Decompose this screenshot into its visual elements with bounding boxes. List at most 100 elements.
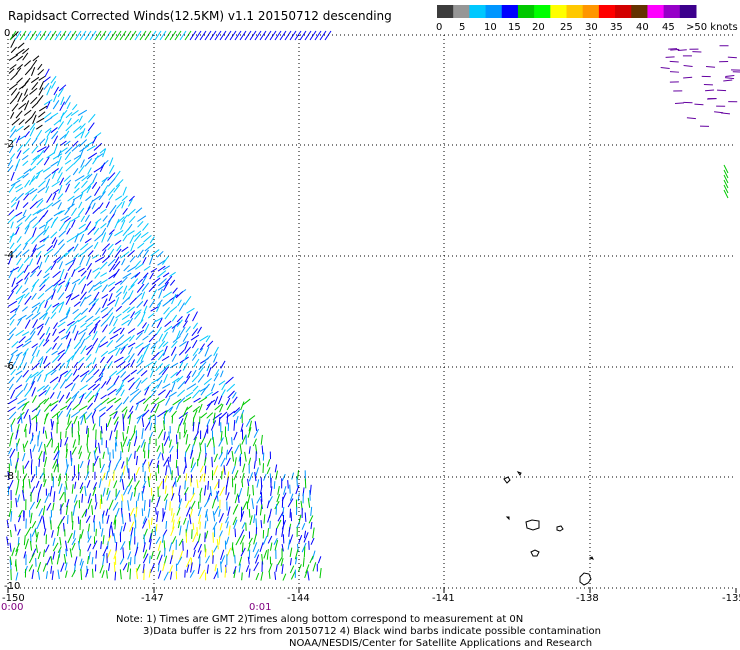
wind-barb: [16, 343, 24, 349]
wind-barb: [669, 60, 679, 63]
wind-barb: [114, 248, 122, 258]
wind-barb: [42, 312, 48, 321]
wind-barb: [77, 362, 84, 371]
wind-barb: [114, 436, 118, 447]
wind-barb: [56, 554, 60, 565]
wind-barb: [129, 568, 132, 580]
wind-barb: [67, 203, 75, 210]
wind-barb: [183, 517, 187, 525]
wind-barb: [248, 415, 256, 421]
wind-barb: [71, 484, 74, 494]
wind-barb: [105, 471, 109, 480]
wind-barb: [65, 183, 70, 193]
wind-barb: [203, 457, 207, 466]
wind-barb: [247, 478, 250, 487]
wind-barb: [66, 392, 71, 399]
wind-barb: [267, 528, 270, 537]
wind-barb: [108, 326, 116, 335]
wind-barb: [135, 568, 138, 579]
wind-barb: [144, 386, 150, 396]
wind-barb: [8, 447, 13, 455]
wind-barb: [9, 313, 17, 321]
wind-barb: [289, 547, 293, 557]
wind-barb: [36, 255, 42, 265]
wind-barb: [71, 394, 78, 403]
wind-barb: [8, 83, 18, 91]
wind-barb: [99, 335, 106, 343]
wind-barb: [39, 138, 46, 145]
wind-barb: [199, 521, 201, 530]
wind-barb: [121, 314, 130, 320]
wind-barb: [122, 563, 128, 571]
wind-barb: [65, 443, 68, 452]
wind-barb: [18, 509, 23, 518]
wind-barb: [277, 556, 283, 566]
wind-barb: [158, 288, 163, 299]
wind-barb: [9, 153, 16, 160]
wind-barb: [87, 250, 94, 257]
wind-barb: [39, 284, 46, 292]
wind-barb: [260, 520, 263, 529]
wind-barb: [22, 47, 30, 55]
wind-barb: [114, 280, 123, 286]
legend-swatch: [598, 5, 616, 18]
wind-barb: [184, 346, 192, 354]
wind-barb: [225, 376, 234, 385]
wind-barb: [225, 492, 230, 501]
wind-barb: [148, 461, 151, 473]
wind-barb: [73, 312, 82, 320]
wind-barb: [148, 333, 157, 343]
wind-barb: [93, 291, 100, 301]
wind-barb: [668, 48, 678, 50]
wind-barb: [65, 124, 73, 132]
wind-barb: [163, 374, 168, 384]
legend-swatch: [582, 5, 600, 18]
wind-barb: [35, 129, 43, 140]
wind-barb: [67, 320, 75, 327]
wind-barb: [151, 384, 159, 392]
wind-barb: [77, 109, 88, 116]
wind-barb: [99, 341, 109, 348]
wind-barb: [46, 502, 52, 511]
wind-barb: [29, 122, 36, 131]
wind-barb: [235, 536, 241, 546]
wind-barb: [310, 506, 313, 517]
wind-barb: [126, 438, 131, 447]
wind-barb: [44, 173, 52, 180]
wind-barb: [268, 563, 273, 573]
wind-barb: [17, 494, 21, 503]
wind-barb: [21, 402, 28, 411]
wind-barb: [74, 233, 79, 243]
wind-barb: [77, 315, 87, 323]
wind-barb: [107, 243, 114, 251]
wind-barb: [127, 551, 132, 560]
wind-barb: [30, 76, 40, 84]
wind-barb: [17, 403, 25, 410]
wind-barb: [66, 408, 72, 417]
wind-barb: [116, 201, 123, 210]
wind-barb: [17, 515, 22, 523]
wind-barb: [185, 326, 191, 333]
wind-barb: [24, 179, 31, 188]
wind-barb: [59, 379, 67, 389]
wind-barb: [29, 540, 33, 551]
wind-barb: [37, 374, 42, 382]
wind-barb: [39, 332, 45, 340]
wind-barb: [100, 426, 103, 434]
wind-barb: [72, 368, 78, 376]
wind-barb: [141, 428, 144, 439]
wind-barb: [15, 187, 24, 193]
wind-barb: [233, 470, 239, 481]
wind-barb: [114, 218, 120, 229]
wind-barb: [260, 434, 263, 445]
wind-barb: [66, 401, 73, 410]
wind-barb: [115, 387, 122, 396]
wind-barb: [46, 245, 53, 252]
wind-barb: [59, 502, 64, 511]
wind-barb: [294, 30, 302, 41]
wind-barb: [213, 570, 219, 580]
wind-barb: [157, 410, 167, 418]
wind-barb: [31, 387, 36, 397]
wind-barb: [57, 202, 62, 210]
wind-barb: [312, 527, 315, 539]
